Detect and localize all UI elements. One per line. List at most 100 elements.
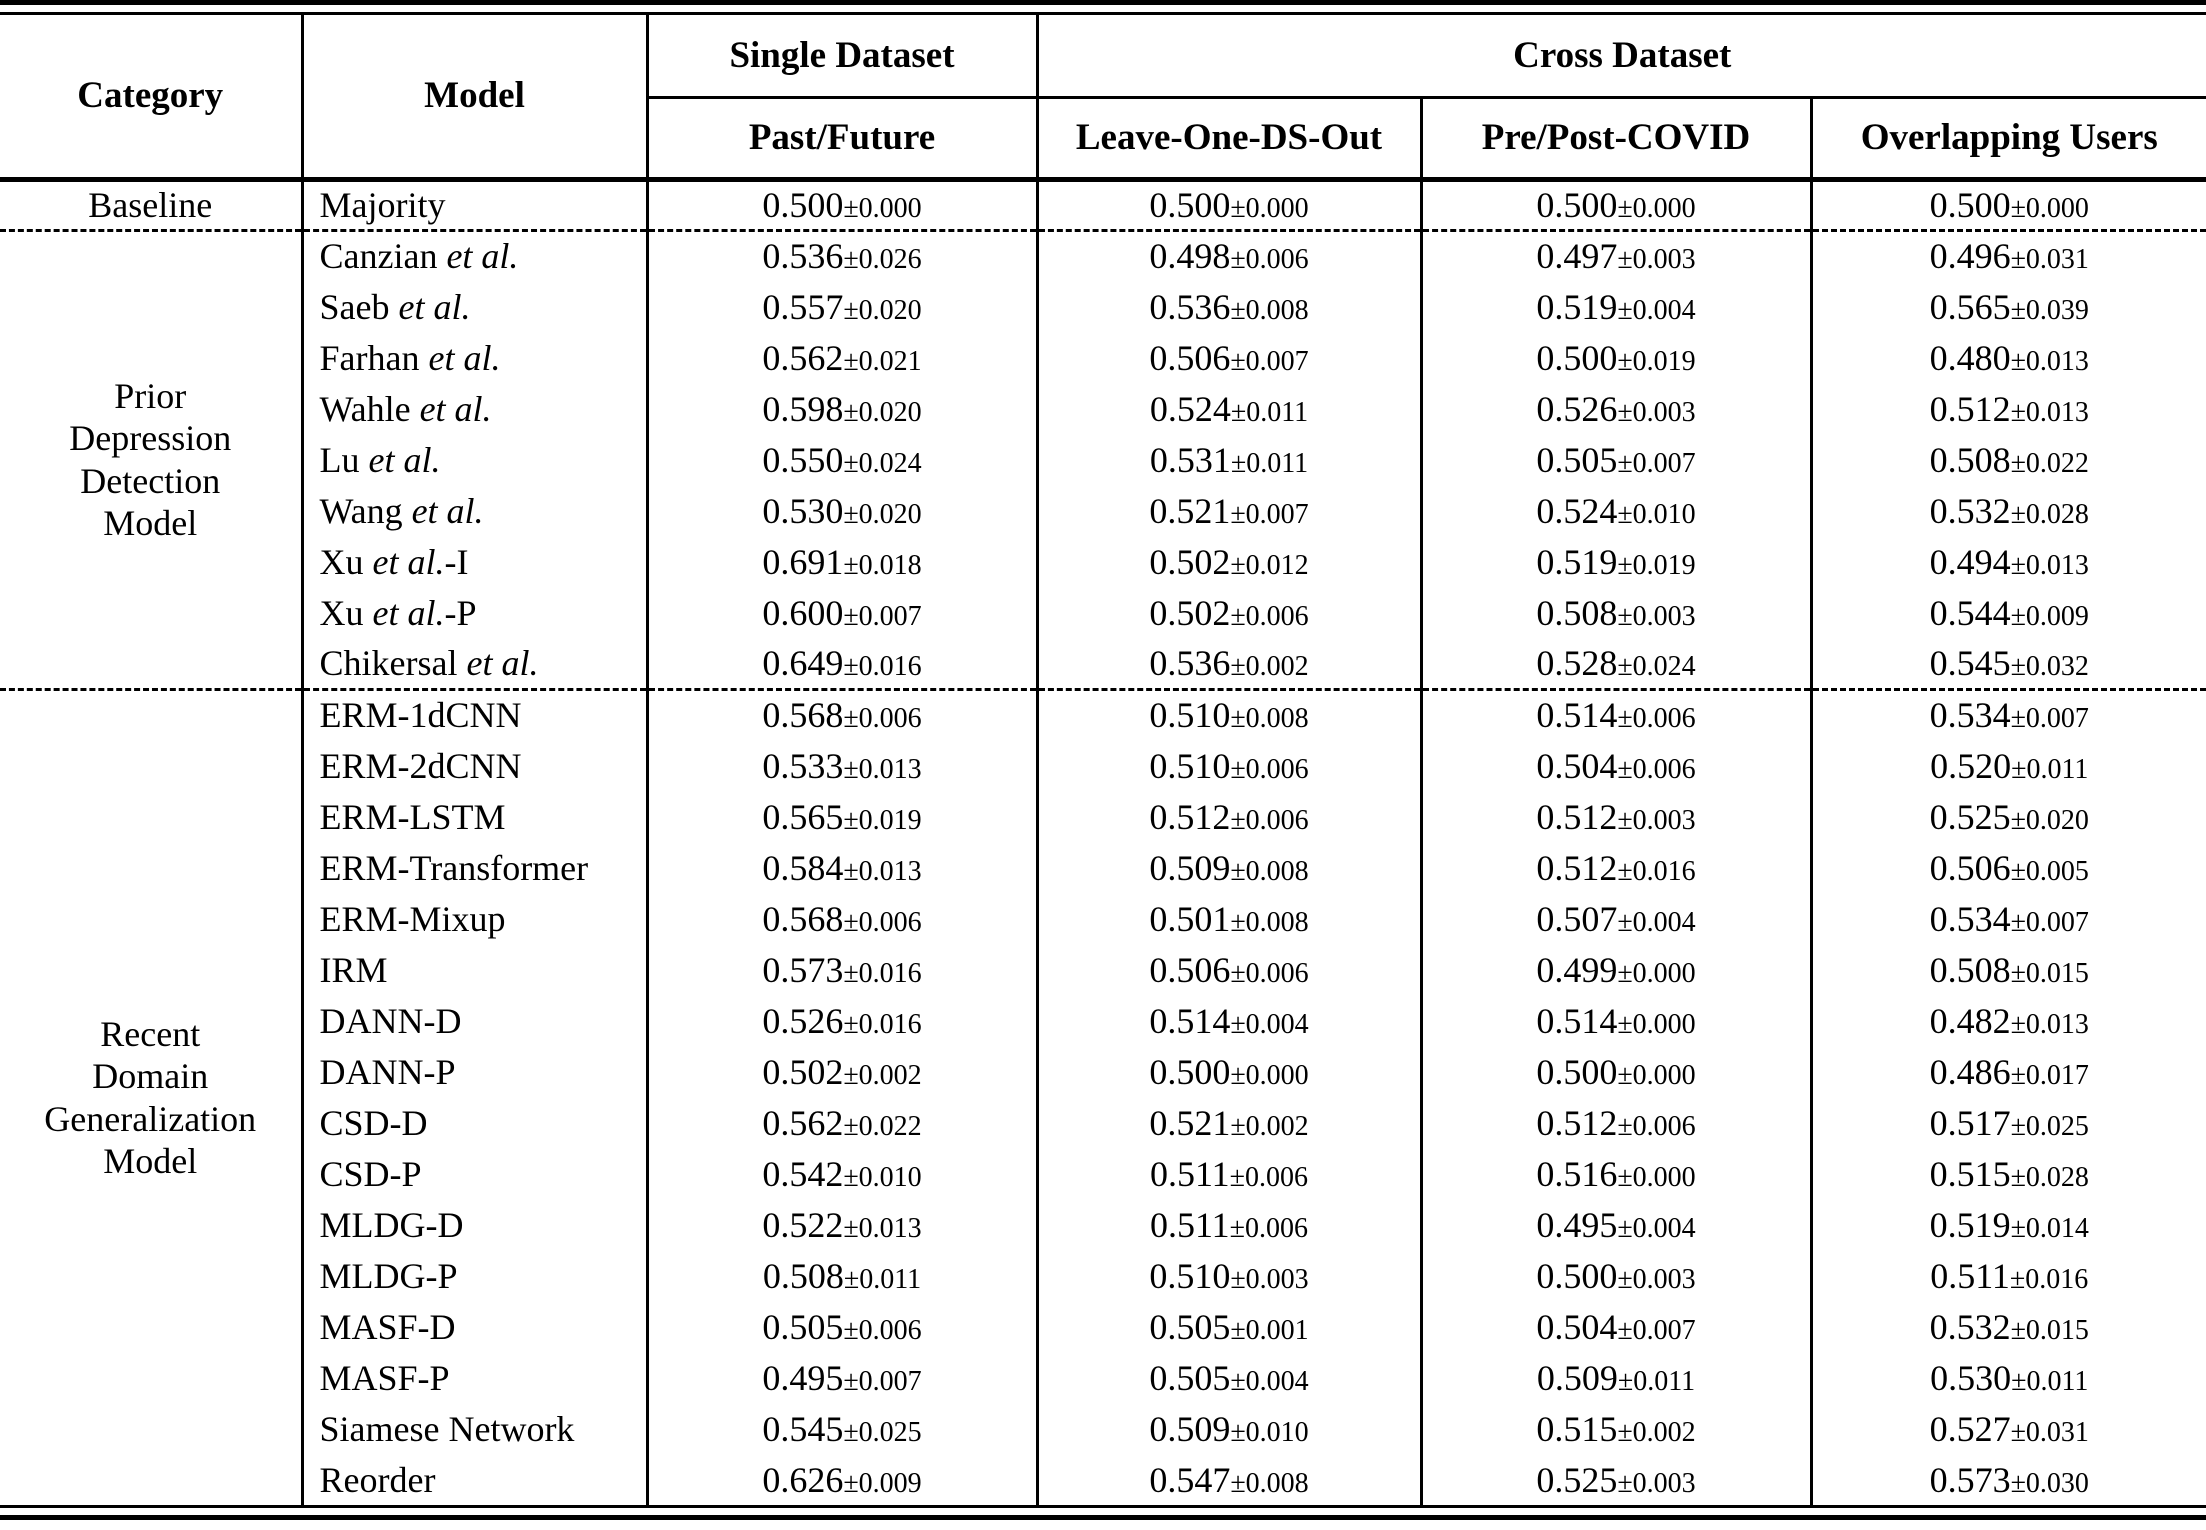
std-value: ±0.025 [2010,1110,2089,1142]
value-cell: 0.550±0.024 [645,434,1037,485]
mean-value: 0.544 [1929,592,2011,633]
value-cell: 0.527±0.031 [1809,1403,2206,1454]
std-value: ±0.031 [2010,244,2089,276]
std-value: ±0.032 [2010,650,2089,682]
mean-value: 0.497 [1536,236,1618,277]
mean-value: 0.500 [1536,1051,1618,1092]
std-value: ±0.000 [1617,1161,1696,1193]
std-value: ±0.039 [2010,294,2089,326]
std-value: ±0.003 [1617,804,1696,836]
std-value: ±0.014 [2010,1212,2089,1244]
value-cell: 0.562±0.022 [645,1097,1037,1148]
table-top-rule-outer [0,0,2206,5]
value-cell: 0.568±0.006 [645,893,1037,944]
mean-value: 0.573 [1929,1459,2011,1500]
value-cell: 0.515±0.002 [1419,1403,1811,1454]
value-cell: 0.532±0.015 [1809,1301,2206,1352]
std-value: ±0.020 [843,294,922,326]
mean-value: 0.557 [762,286,844,327]
value-cell: 0.498±0.006 [1035,228,1421,281]
column-header-model: Model [300,15,647,182]
column-header-overlapping-users: Overlapping Users [1809,97,2206,182]
mean-value: 0.525 [1929,796,2011,837]
value-cell: 0.691±0.018 [645,536,1037,587]
mean-value: 0.531 [1149,439,1231,480]
table-row: MASF-P 0.495±0.007 0.505±0.004 0.509±0.011 0… [0,1352,2206,1403]
mean-value: 0.505 [1536,439,1618,480]
mean-value: 0.532 [1929,1306,2011,1347]
value-cell: 0.533±0.013 [645,740,1037,791]
et-al-italic: et al. [419,388,492,429]
mean-value: 0.498 [1149,236,1231,277]
mean-value: 0.511 [1149,1204,1230,1245]
table-row: Chikersal et al. 0.649±0.016 0.536±0.002 0.… [0,638,2206,689]
value-cell: 0.511±0.006 [1035,1199,1421,1250]
value-cell: 0.525±0.020 [1809,791,2206,842]
mean-value: 0.509 [1149,1408,1231,1449]
std-value: ±0.009 [2010,600,2089,632]
std-value: ±0.019 [1617,549,1696,581]
value-cell: 0.544±0.009 [1809,587,2206,638]
mean-value: 0.506 [1929,847,2011,888]
std-value: ±0.016 [843,650,922,682]
value-cell: 0.502±0.006 [1035,587,1421,638]
mean-value: 0.496 [1929,236,2011,277]
std-value: ±0.005 [2010,855,2089,887]
value-cell: 0.545±0.032 [1809,638,2206,689]
section-baseline: Baseline Majority 0.500±0.000 0.500±0.000 0.… [0,179,2206,230]
std-value: ±0.007 [1617,447,1696,479]
column-group-single-dataset: Single Dataset [645,15,1037,99]
mean-value: 0.480 [1929,337,2011,378]
value-cell: 0.480±0.013 [1809,332,2206,383]
std-value: ±0.006 [843,1314,922,1346]
value-cell: 0.510±0.003 [1035,1250,1421,1301]
table-row: MLDG-D 0.522±0.013 0.511±0.006 0.495±0.004 0… [0,1199,2206,1250]
mean-value: 0.502 [1149,541,1231,582]
value-cell: 0.573±0.030 [1809,1454,2206,1505]
mean-value: 0.528 [1536,642,1618,683]
model-cell: Siamese Network [300,1403,647,1454]
value-cell: 0.519±0.004 [1419,281,1811,332]
section-prior-depression-detection-model: Prior Depression Detection Model Canzian et … [0,228,2206,689]
mean-value: 0.524 [1536,490,1618,531]
value-cell: 0.494±0.013 [1809,536,2206,587]
column-header-leave-one-ds-out: Leave-One-DS-Out [1035,97,1421,182]
mean-value: 0.517 [1929,1102,2011,1143]
std-value: ±0.003 [1617,244,1696,276]
category-cell: Prior Depression Detection Model [0,228,302,689]
mean-value: 0.505 [1149,1306,1231,1347]
mean-value: 0.520 [1930,745,2012,786]
mean-value: 0.502 [1149,592,1231,633]
value-cell: 0.530±0.020 [645,485,1037,536]
value-cell: 0.500±0.000 [1419,179,1811,230]
value-cell: 0.486±0.017 [1809,1046,2206,1097]
std-value: ±0.000 [1230,193,1309,224]
std-value: ±0.020 [843,498,922,530]
std-value: ±0.016 [843,957,922,989]
std-value: ±0.021 [843,345,922,377]
value-cell: 0.497±0.003 [1419,228,1811,281]
mean-value: 0.534 [1929,695,2011,736]
value-cell: 0.514±0.006 [1419,687,1811,740]
mean-value: 0.522 [762,1204,844,1245]
model-cell: Majority [300,179,647,230]
value-cell: 0.514±0.000 [1419,995,1811,1046]
value-cell: 0.568±0.006 [645,687,1037,740]
std-value: ±0.004 [1617,906,1696,938]
value-cell: 0.515±0.028 [1809,1148,2206,1199]
std-value: ±0.006 [1229,1212,1309,1244]
model-cell: CSD-D [300,1097,647,1148]
std-value: ±0.006 [843,906,922,938]
value-cell: 0.534±0.007 [1809,687,2206,740]
mean-value: 0.550 [762,439,844,480]
std-value: ±0.003 [1230,1263,1309,1295]
std-value: ±0.022 [843,1110,922,1142]
std-value: ±0.006 [1230,600,1309,632]
et-al-italic: et al. [411,490,484,531]
std-value: ±0.003 [1617,1263,1696,1295]
mean-value: 0.500 [1536,1255,1618,1296]
mean-value: 0.506 [1149,337,1231,378]
value-cell: 0.534±0.007 [1809,893,2206,944]
mean-value: 0.499 [1536,949,1618,990]
mean-value: 0.536 [1149,642,1231,683]
